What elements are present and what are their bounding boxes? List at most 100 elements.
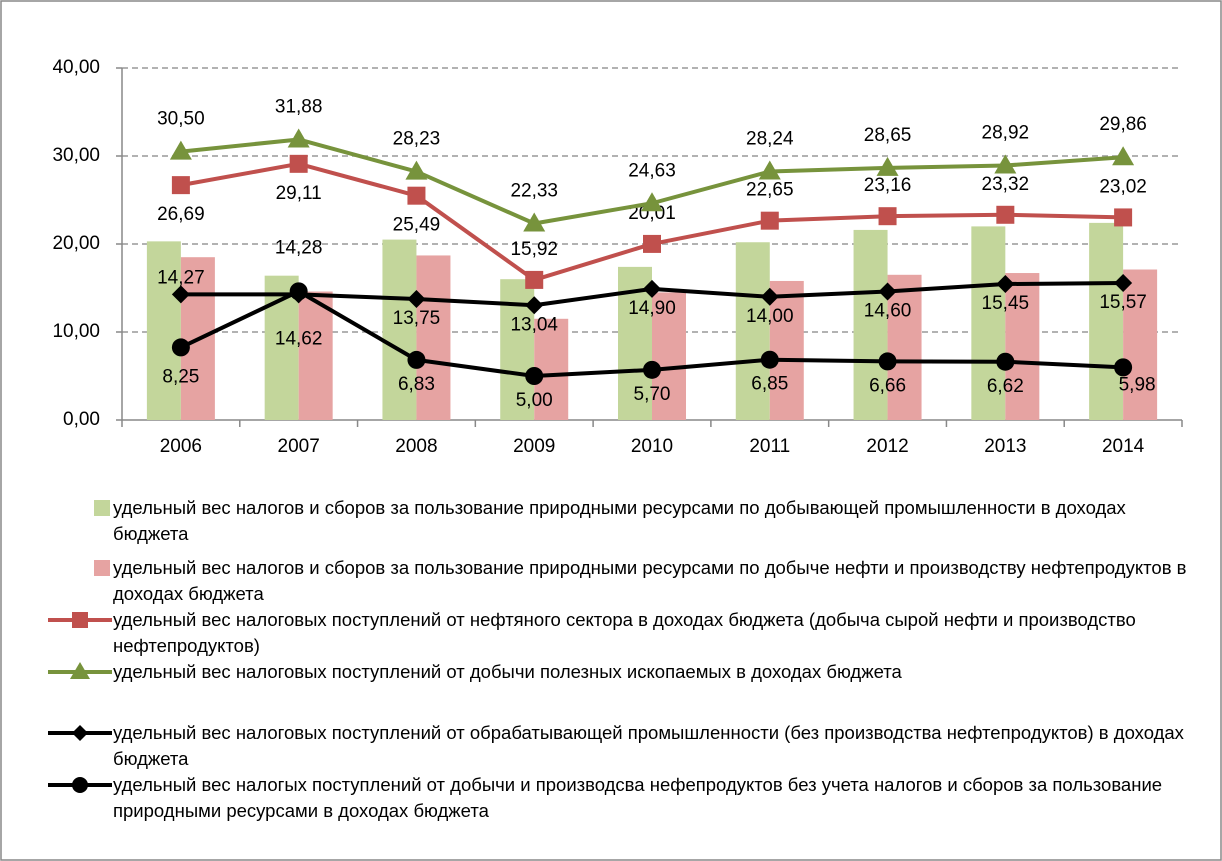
- legend-marker: [72, 725, 88, 741]
- data-point: [760, 287, 779, 306]
- data-point: [878, 282, 897, 301]
- data-label: 24,63: [628, 160, 676, 181]
- legend-swatch: [94, 500, 110, 516]
- bar: [1123, 269, 1158, 420]
- data-label: 20,01: [628, 203, 676, 224]
- data-label: 28,24: [746, 129, 794, 150]
- data-label: 6,66: [869, 375, 906, 396]
- x-tick-label: 2007: [278, 436, 320, 457]
- x-tick-label: 2011: [749, 436, 790, 457]
- data-label: 31,88: [275, 96, 323, 117]
- legend-label: удельный вес налоговых поступлений от об…: [113, 722, 1184, 769]
- y-tick-label: 40,00: [52, 57, 100, 78]
- data-point: [407, 350, 426, 369]
- data-label: 13,04: [510, 314, 558, 335]
- legend-marker: [72, 612, 88, 628]
- data-label: 30,50: [157, 109, 205, 130]
- data-point: [525, 296, 544, 315]
- bar: [735, 242, 770, 420]
- legend-marker: [70, 662, 90, 679]
- data-label: 15,92: [510, 239, 558, 260]
- data-point: [878, 207, 897, 226]
- x-tick-label: 2013: [984, 436, 1026, 457]
- bar: [1089, 222, 1124, 420]
- legend-label: удельный вес налогов и сборов за пользов…: [113, 557, 1187, 604]
- x-tick-label: 2009: [513, 436, 555, 457]
- data-label: 14,00: [746, 306, 794, 327]
- data-point: [171, 338, 190, 357]
- y-tick-label: 20,00: [52, 233, 100, 254]
- bar: [298, 291, 333, 420]
- data-point: [525, 270, 544, 289]
- data-label: 6,83: [398, 374, 435, 395]
- data-label: 26,69: [157, 204, 205, 225]
- data-label: 8,25: [162, 366, 199, 387]
- y-tick-label: 30,00: [52, 145, 100, 166]
- data-label: 25,49: [393, 215, 441, 236]
- bar: [146, 241, 181, 420]
- data-point: [169, 140, 192, 160]
- data-point: [405, 160, 428, 180]
- data-label: 14,62: [275, 328, 323, 349]
- data-label: 15,45: [982, 293, 1030, 314]
- data-point: [407, 290, 426, 308]
- data-point: [1114, 208, 1133, 227]
- legend-swatch: [94, 560, 110, 576]
- bar: [887, 274, 922, 420]
- data-point: [525, 367, 544, 385]
- data-point: [523, 212, 546, 232]
- data-point: [407, 186, 426, 205]
- bar: [652, 292, 686, 420]
- data-point: [1112, 146, 1135, 166]
- data-label: 22,65: [746, 180, 794, 201]
- data-point: [996, 275, 1015, 294]
- data-label: 23,16: [864, 175, 912, 196]
- data-label: 29,86: [1099, 114, 1147, 135]
- legend-label: удельный вес налогов и сборов за пользов…: [113, 497, 1126, 544]
- data-point: [878, 352, 897, 371]
- legend-label: удельный вес налогых поступлений от добы…: [113, 774, 1163, 821]
- data-label: 14,60: [864, 301, 912, 322]
- x-tick-label: 2008: [395, 436, 437, 457]
- legend-label: удельный вес налоговых поступлений от не…: [113, 609, 1136, 656]
- x-tick-label: 2012: [866, 436, 908, 457]
- data-point: [760, 211, 779, 230]
- data-label: 6,85: [751, 374, 788, 395]
- data-label: 6,62: [987, 376, 1024, 397]
- data-label: 5,70: [634, 384, 671, 405]
- data-label: 14,28: [275, 237, 323, 258]
- x-tick-label: 2014: [1102, 436, 1145, 457]
- data-point: [289, 154, 308, 173]
- data-point: [171, 285, 190, 304]
- data-point: [1114, 358, 1133, 377]
- data-point: [643, 279, 661, 298]
- y-tick-label: 10,00: [52, 321, 100, 342]
- bar: [769, 280, 804, 420]
- data-label: 14,90: [628, 298, 676, 319]
- data-point: [643, 360, 661, 379]
- x-tick-label: 2010: [631, 436, 673, 457]
- data-point: [641, 192, 663, 212]
- x-tick-label: 2006: [160, 436, 202, 457]
- data-label: 28,92: [982, 123, 1030, 144]
- data-point: [876, 156, 899, 176]
- bar: [853, 229, 888, 420]
- data-point: [994, 154, 1017, 174]
- data-point: [643, 234, 661, 253]
- data-label: 28,65: [864, 125, 912, 146]
- data-label: 22,33: [510, 181, 558, 202]
- data-label: 29,11: [276, 183, 322, 204]
- data-point: [760, 350, 779, 369]
- data-point: [996, 352, 1015, 371]
- bar: [382, 239, 417, 420]
- data-point: [289, 282, 308, 301]
- data-point: [171, 176, 190, 195]
- data-label: 23,02: [1099, 176, 1147, 197]
- bar: [416, 255, 451, 420]
- data-label: 23,32: [982, 174, 1030, 195]
- legend-marker: [72, 777, 88, 793]
- y-tick-label: 0,00: [63, 409, 100, 430]
